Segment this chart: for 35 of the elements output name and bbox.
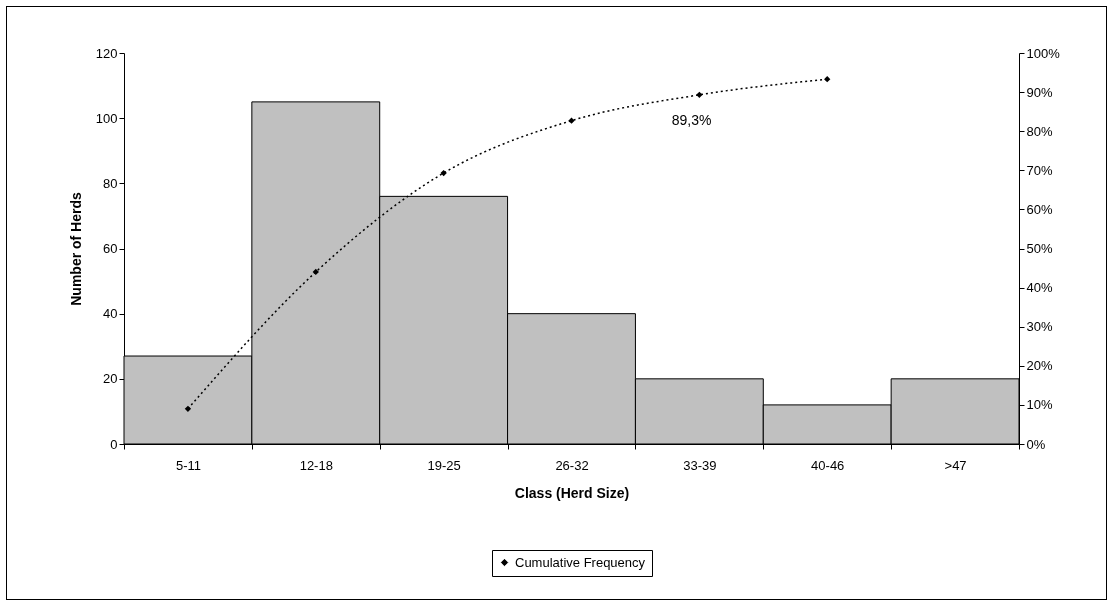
point xyxy=(440,169,447,177)
y2-tick-label: 30% xyxy=(1026,319,1053,335)
point xyxy=(824,76,831,83)
y2-tick-label: 40% xyxy=(1026,280,1053,296)
y2-tick-label: 0% xyxy=(1026,436,1046,452)
y-tick-label: 0 xyxy=(110,436,118,452)
x-tick-label: 40-46 xyxy=(811,457,845,473)
y-tick-label: 80 xyxy=(103,175,118,191)
point xyxy=(184,405,192,412)
y-tick-label: 120 xyxy=(95,45,118,61)
x-axis-title: Class (Herd Size) xyxy=(514,484,630,501)
x-tick-label: 26-32 xyxy=(555,457,589,473)
x-tick-label: >47 xyxy=(944,457,967,473)
x-tick-label: 19-25 xyxy=(427,457,461,473)
x-tick-label: 5-11 xyxy=(175,457,201,473)
y-tick-label: 40 xyxy=(103,306,118,322)
y2-tick-label: 60% xyxy=(1026,201,1053,217)
y2-tick-label: 50% xyxy=(1026,241,1053,256)
y2-tick-label: 70% xyxy=(1026,162,1053,178)
y-tick-label: 20 xyxy=(103,371,118,387)
point xyxy=(568,117,575,124)
y2-tick-label: 20% xyxy=(1026,358,1053,374)
y2-tick-label: 100% xyxy=(1026,45,1061,61)
y2-tick-label: 80% xyxy=(1026,123,1053,139)
y-tick-label: 100 xyxy=(95,110,118,126)
y2-tick-label: 10% xyxy=(1026,397,1053,413)
point xyxy=(696,91,703,98)
x-tick-label: 12-18 xyxy=(299,457,333,473)
y2-tick-label: 90% xyxy=(1026,84,1053,100)
point xyxy=(312,268,319,276)
y-axis-title: Number of Herds xyxy=(67,192,84,306)
x-tick-label: 33-39 xyxy=(683,457,717,473)
annotation: 89,3% xyxy=(671,112,712,129)
y-tick-label: 60 xyxy=(103,241,118,256)
legend-label: Cumulative Frequency xyxy=(515,554,646,570)
